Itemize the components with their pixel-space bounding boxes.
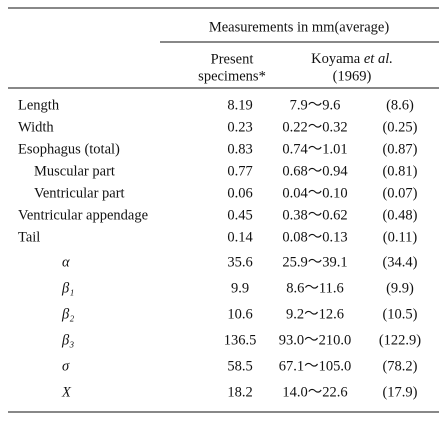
present-value: 0.45 (227, 207, 252, 223)
average-value: (0.25) (382, 119, 417, 135)
present-value: 0.83 (227, 141, 252, 157)
row-label: β₁ (61, 280, 74, 296)
range-value: 8.6～11.6 (286, 280, 343, 296)
range-value: 0.74～1.01 (282, 141, 347, 157)
range-value: 67.1～105.0 (279, 358, 352, 374)
range-value: 9.2～12.6 (286, 306, 344, 322)
row-label: X (61, 384, 72, 400)
average-value: (0.87) (382, 141, 417, 157)
present-value: 0.23 (227, 119, 252, 135)
et-al: et al. (364, 51, 393, 67)
present-value: 0.77 (227, 163, 252, 179)
average-value: (78.2) (382, 358, 417, 374)
column-header: (1969) (333, 68, 372, 84)
column-header: Present (211, 51, 254, 67)
group-header: Measurements in mm(average) (209, 19, 390, 35)
average-value: (0.81) (382, 163, 417, 179)
present-value: 8.19 (227, 97, 252, 113)
column-header: specimens* (198, 68, 266, 84)
average-value: (17.9) (382, 384, 417, 400)
row-label: α (62, 254, 70, 270)
present-value: 136.5 (224, 332, 257, 348)
average-value: (9.9) (386, 280, 414, 296)
row-label: β₃ (61, 332, 74, 348)
average-value: (8.6) (386, 97, 414, 113)
range-value: 93.0～210.0 (279, 332, 352, 348)
row-label: Width (18, 119, 54, 135)
range-value: 25.9～39.1 (282, 254, 347, 270)
column-header: Koyama et al. (311, 51, 393, 67)
present-value: 9.9 (231, 280, 249, 296)
row-label: Length (18, 97, 60, 113)
present-value: 35.6 (227, 254, 252, 270)
present-value: 58.5 (227, 358, 252, 374)
present-value: 0.06 (227, 185, 252, 201)
row-label: Ventricular part (34, 185, 125, 201)
range-value: 0.38～0.62 (282, 207, 347, 223)
row-label: β₂ (61, 306, 74, 322)
present-value: 0.14 (227, 229, 253, 245)
range-value: 0.04～0.10 (282, 185, 347, 201)
average-value: (0.11) (383, 229, 418, 245)
present-value: 18.2 (227, 384, 252, 400)
average-value: (10.5) (382, 306, 417, 322)
range-value: 0.22～0.32 (282, 119, 347, 135)
row-label: Tail (18, 229, 40, 245)
range-value: 0.68～0.94 (282, 163, 348, 179)
range-value: 7.9～9.6 (290, 97, 341, 113)
range-value: 0.08～0.13 (282, 229, 347, 245)
average-value: (0.48) (382, 207, 417, 223)
average-value: (34.4) (382, 254, 417, 270)
average-value: (122.9) (379, 332, 421, 348)
average-value: (0.07) (382, 185, 417, 201)
row-label: Muscular part (34, 163, 115, 179)
row-label: Ventricular appendage (18, 207, 148, 223)
row-label: σ (62, 358, 70, 374)
row-label: Esophagus (total) (18, 141, 120, 157)
range-value: 14.0～22.6 (282, 384, 347, 400)
present-value: 10.6 (227, 306, 252, 322)
author: Koyama (311, 51, 361, 67)
